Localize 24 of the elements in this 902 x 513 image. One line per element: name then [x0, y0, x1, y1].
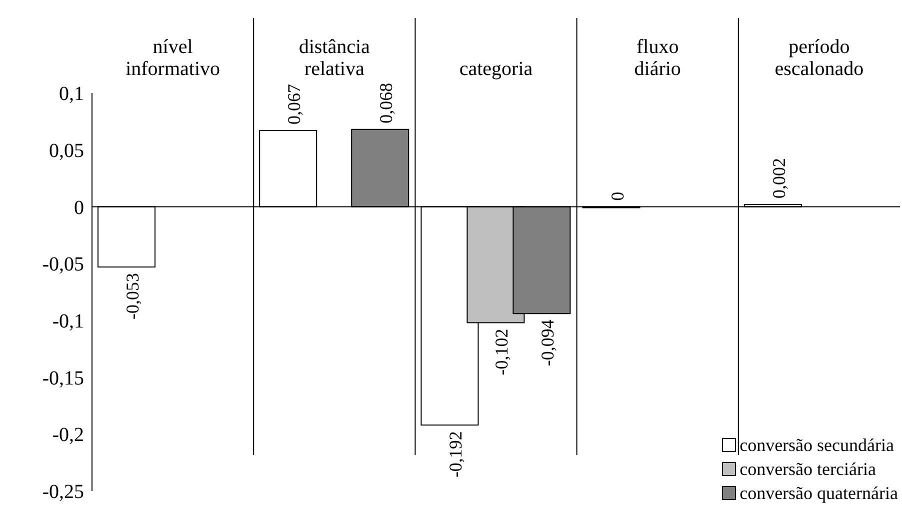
legend-label: conversão terciária	[740, 458, 876, 480]
data-label: 0,068	[376, 82, 396, 124]
y-tick-label: 0,05	[49, 140, 84, 162]
y-tick-label: 0,1	[59, 83, 84, 106]
y-tick-label: -0,2	[52, 424, 84, 446]
y-tick-label: -0,15	[42, 367, 84, 390]
data-label: -0,094	[538, 320, 558, 366]
legend-label: conversão secundária	[740, 434, 894, 456]
y-tick-label: -0,1	[52, 310, 84, 333]
y-tick-label: -0,25	[42, 481, 84, 504]
x-tick-label: distância relativa	[298, 36, 370, 80]
y-tick-label: 0	[74, 196, 84, 219]
data-label: -0,192	[446, 431, 466, 478]
data-label: 0,002	[768, 158, 789, 198]
legend-label: conversão quaternária	[740, 482, 898, 504]
data-label: 0,067	[284, 84, 304, 125]
y-tick-label: -0,05	[42, 254, 84, 276]
x-tick-label: período escalonado	[774, 36, 864, 80]
x-tick-label: categoria	[459, 58, 533, 80]
data-label: -0,102	[492, 328, 512, 376]
x-tick-label: fluxo diário	[634, 36, 681, 80]
x-tick-label: nível informativo	[126, 36, 220, 80]
data-label: -0,053	[122, 272, 142, 320]
data-label: 0	[607, 192, 628, 201]
